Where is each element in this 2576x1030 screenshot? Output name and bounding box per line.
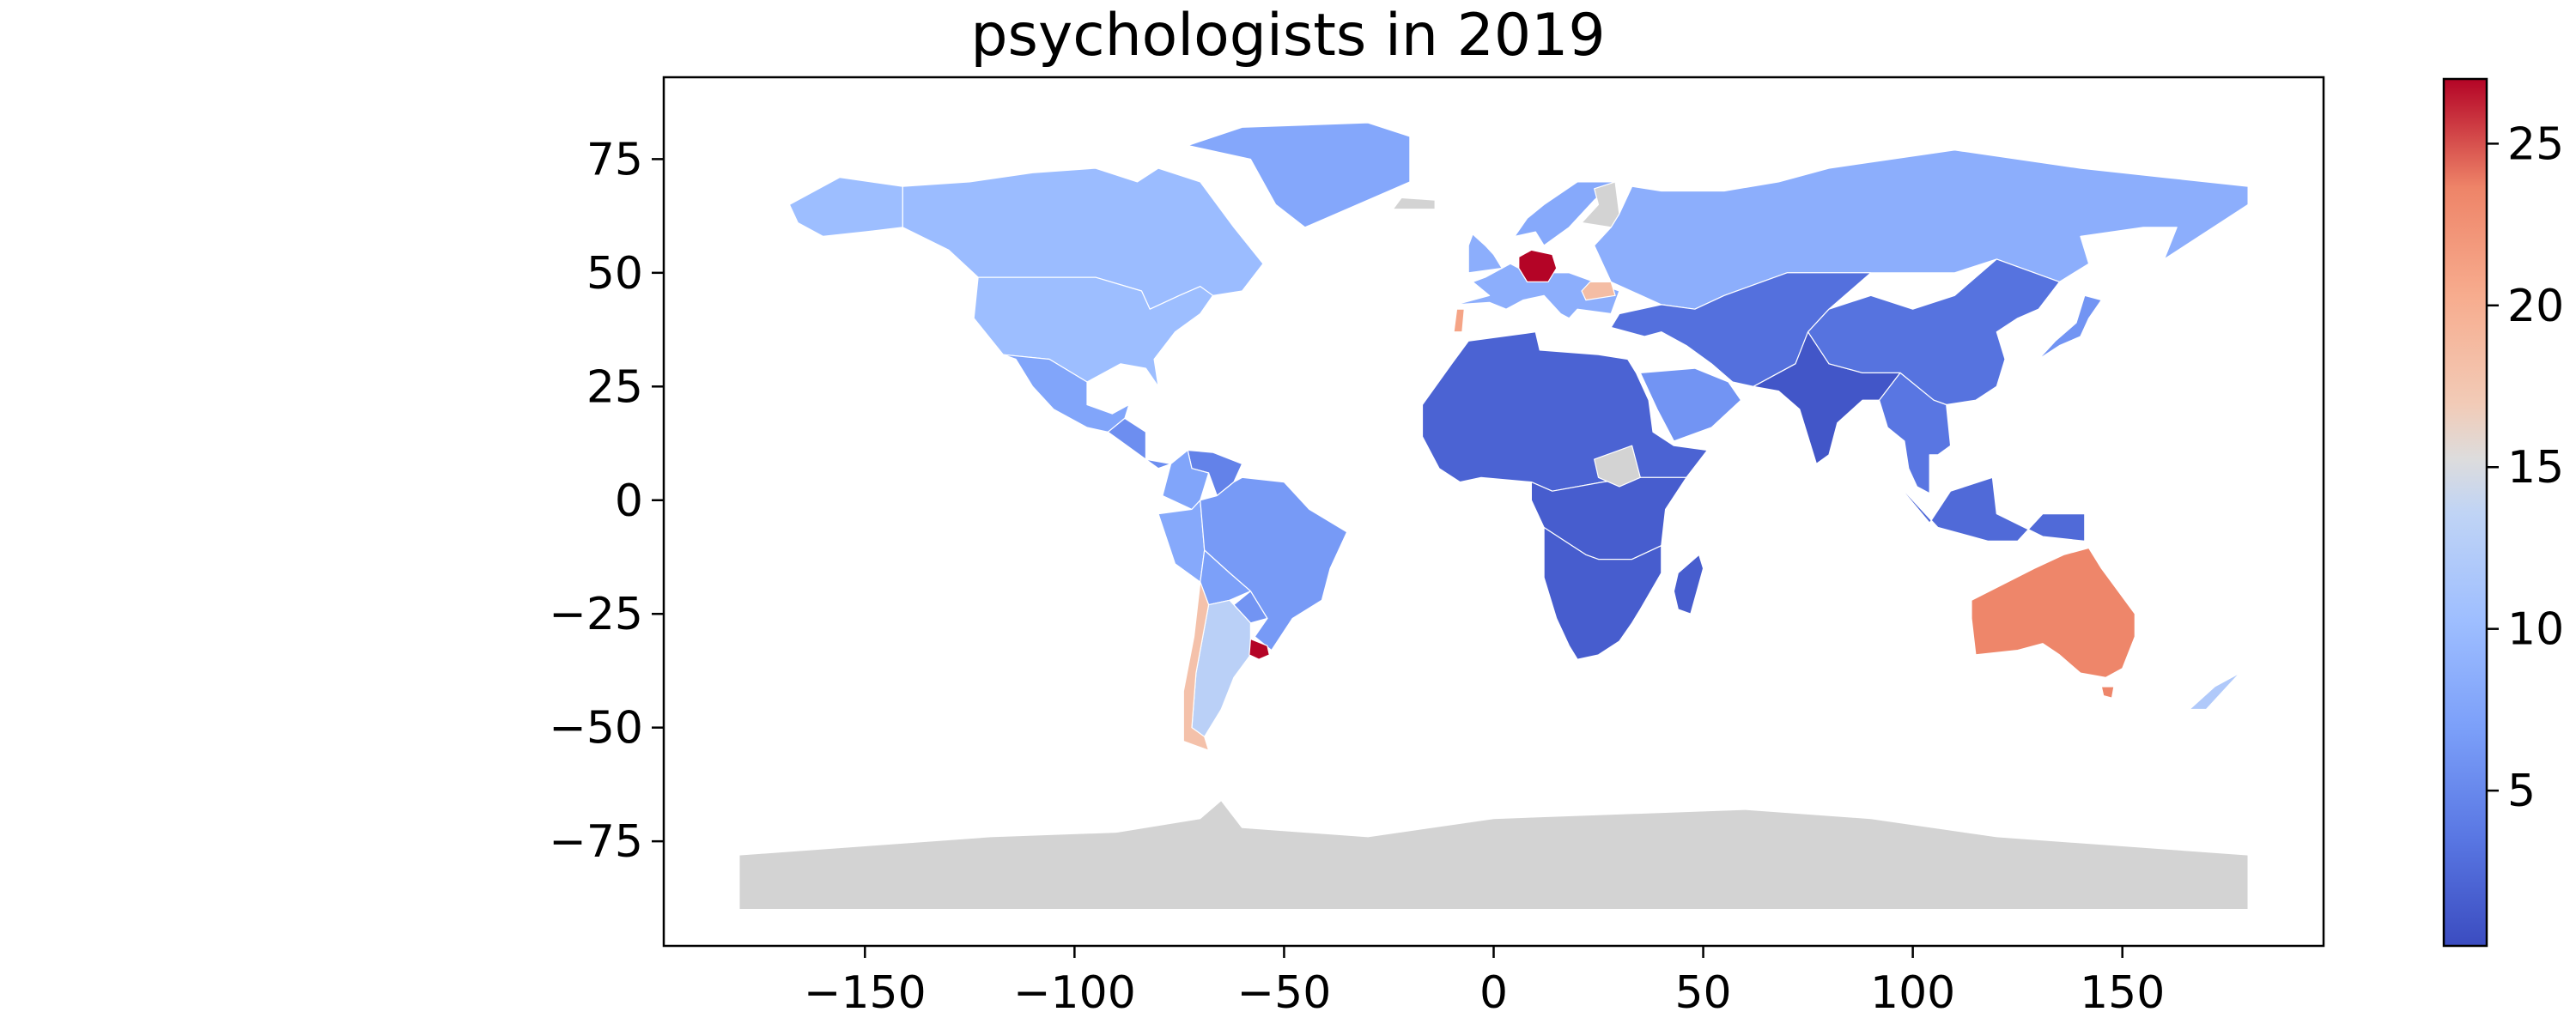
region-southeast-asia [1879, 372, 1952, 494]
region-chile [1182, 581, 1210, 751]
region-saudi-arabia [1639, 367, 1742, 442]
region-indonesia [1891, 476, 2086, 542]
x-tick-label: −100 [1013, 967, 1136, 1019]
colorbar-tick-label: 5 [2507, 766, 2536, 817]
colorbar-frame [2442, 77, 2488, 948]
region-tasmania [2100, 686, 2115, 699]
x-tick-label: −50 [1237, 967, 1332, 1019]
region-japan [2038, 294, 2102, 360]
region-madagascar [1673, 554, 1704, 615]
region-south-sudan [1594, 445, 1641, 488]
region-uk [1467, 233, 1503, 274]
region-colombia [1162, 449, 1210, 510]
region-uruguay [1249, 638, 1270, 660]
region-southern-africa [1543, 526, 1662, 660]
x-tick-label: 0 [1479, 967, 1508, 1019]
region-portugal [1453, 308, 1465, 333]
colorbar-tick-label: 25 [2507, 118, 2564, 170]
colorbar: 5 10 15 20 25 [2442, 77, 2564, 948]
y-tick-label: −75 [549, 816, 643, 868]
colorbar-tick-label: 20 [2507, 281, 2564, 332]
colorbar-tick-label: 15 [2507, 442, 2564, 494]
x-tick-label: −150 [804, 967, 927, 1019]
region-australia [1971, 547, 2136, 678]
x-tick-label: 150 [2080, 967, 2165, 1019]
y-tick-label: 50 [586, 248, 643, 300]
y-tick-label: 0 [615, 476, 643, 527]
region-new-zealand [2189, 672, 2240, 711]
region-antarctica [738, 799, 2249, 911]
colorbar-tick-label: 10 [2507, 604, 2564, 656]
region-romania [1581, 281, 1616, 301]
region-greenland [1187, 122, 1411, 228]
y-tick-label: 25 [586, 361, 643, 413]
region-central-america [1107, 417, 1172, 470]
region-iceland [1392, 197, 1436, 210]
y-tick-label: −25 [549, 589, 643, 640]
region-germany [1518, 249, 1558, 282]
y-tick-label: 75 [586, 134, 643, 185]
region-russia [1594, 149, 2249, 310]
region-peru [1157, 500, 1206, 583]
colorbar-gradient [2444, 79, 2487, 946]
x-tick-label: 100 [1870, 967, 1955, 1019]
region-finland [1581, 181, 1620, 228]
x-tick-label: 50 [1674, 967, 1731, 1019]
y-tick-label: −50 [549, 703, 643, 754]
chart-title: psychologists in 2019 [970, 2, 1606, 70]
region-north-africa [1421, 331, 1708, 492]
region-alaska [788, 177, 903, 237]
